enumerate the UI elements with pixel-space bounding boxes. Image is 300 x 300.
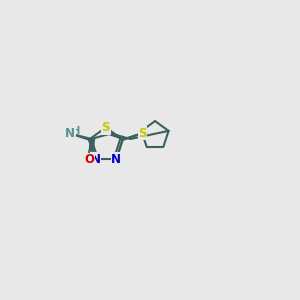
Text: S: S [138, 127, 147, 140]
Text: H: H [72, 126, 80, 136]
Text: S: S [102, 121, 110, 134]
Text: N: N [65, 127, 75, 140]
Text: N: N [90, 153, 100, 166]
Text: O: O [84, 153, 94, 166]
Text: N: N [111, 153, 121, 166]
